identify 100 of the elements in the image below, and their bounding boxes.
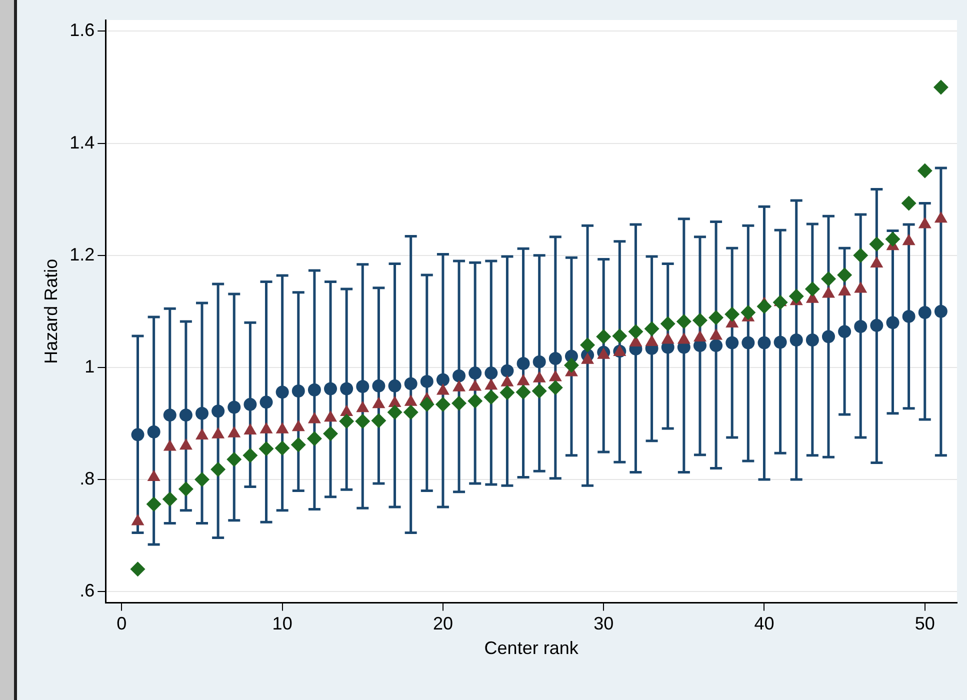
point [163,408,176,422]
y-tick-label: 1.6 [70,20,95,40]
point [147,425,160,438]
point [290,437,306,452]
point [403,404,418,420]
x-tick-label: 20 [432,614,453,634]
point [837,267,852,282]
point [226,452,242,467]
point [484,390,499,405]
point [371,413,386,428]
point [468,366,482,380]
point [131,428,144,442]
point [774,336,787,349]
point [564,358,579,373]
point [355,414,370,429]
point [934,304,948,318]
point [452,369,466,382]
point [210,462,226,477]
point [724,306,740,322]
point [596,329,612,344]
point [806,333,819,346]
point [870,318,884,332]
point [644,321,660,336]
point [162,492,178,507]
point [822,330,835,344]
point [628,324,644,340]
point [276,386,289,399]
point [758,336,771,350]
point [274,440,290,456]
x-axis-title: Center rank [484,638,580,658]
point [435,396,450,412]
point [372,379,386,392]
point [918,306,932,320]
point [692,312,708,328]
y-tick-label: 1.2 [70,244,95,264]
point [419,396,434,412]
point [179,408,192,422]
point [580,338,596,353]
point [772,294,788,310]
point [340,382,354,396]
point [242,448,258,463]
point [854,320,868,334]
point [260,396,273,409]
point [130,562,146,577]
point [708,310,724,326]
point [933,80,948,95]
point [726,336,739,350]
point [420,374,434,388]
point [436,373,450,386]
point [146,496,162,512]
point [886,316,900,330]
point [838,325,852,338]
point [901,196,916,211]
point [548,352,562,365]
x-tick-label: 10 [272,614,292,634]
point [516,357,530,370]
point [196,406,209,420]
point [756,298,772,314]
y-tick-label: 1 [84,356,95,376]
point [740,305,756,320]
point [853,248,868,263]
point [548,380,563,396]
point [356,380,370,393]
point [452,396,467,411]
point [484,366,498,380]
point [660,316,676,332]
point [308,383,321,396]
point [790,333,803,346]
point [258,441,274,456]
point [742,336,755,350]
x-tick-label: 40 [754,614,774,634]
point [404,377,418,390]
point [532,355,546,368]
y-tick-label: .6 [80,580,95,601]
y-tick-label: 1.4 [70,132,95,152]
point [306,431,322,446]
point [244,398,257,411]
x-tick-label: 30 [594,614,614,634]
x-tick-label: 50 [914,614,935,634]
point [869,236,884,252]
point [194,472,210,488]
point [516,384,531,400]
point [388,379,402,392]
point [885,232,900,247]
point [820,271,836,286]
point [500,385,515,400]
point [612,328,628,344]
point [228,400,241,414]
point [532,383,547,398]
x-tick-label: 0 [116,614,127,634]
point [178,482,194,497]
point [676,314,692,329]
y-axis-title: Hazard Ratio [40,258,61,364]
point [323,426,338,442]
point [500,364,514,378]
point [212,404,225,418]
point [804,281,820,296]
point [917,163,932,178]
y-tick-label: .8 [80,468,95,488]
point [292,384,305,398]
